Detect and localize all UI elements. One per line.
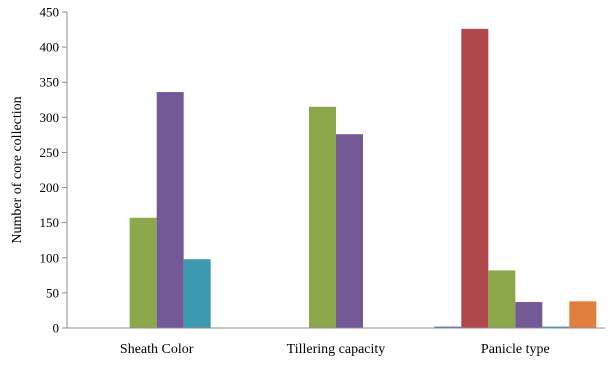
- y-tick-label: 450: [40, 5, 60, 20]
- bar-panicle-type-series-3: [488, 270, 516, 328]
- bar-panicle-type-series-6: [569, 301, 597, 328]
- y-axis-ticks: 0 50 100 150 200 250 300 350 400 450: [40, 5, 67, 336]
- x-category-label: Tillering capacity: [287, 342, 386, 357]
- bar-panicle-type-series-4: [515, 302, 543, 328]
- y-tick-label: 300: [40, 110, 60, 125]
- bar-sheath-color-series-4: [156, 92, 184, 328]
- x-category-label: Sheath Color: [120, 342, 194, 357]
- y-tick-label: 50: [46, 285, 59, 300]
- bar-panicle-type-series-1: [434, 326, 462, 328]
- bar-sheath-color-series-5: [183, 259, 211, 328]
- y-tick-label: 150: [40, 215, 60, 230]
- bar-panicle-type-series-2: [461, 28, 489, 328]
- bar-tillering-capacity-series-3: [309, 106, 336, 328]
- y-tick-label: 0: [53, 321, 60, 336]
- y-tick-label: 250: [40, 145, 60, 160]
- bar-sheath-color-series-3: [129, 217, 157, 328]
- y-axis-title: Number of core collection: [10, 96, 25, 243]
- x-axis-labels: Sheath Color Tillering capacity Panicle ty…: [120, 342, 550, 357]
- y-tick-label: 200: [40, 180, 60, 195]
- y-tick-label: 350: [40, 75, 60, 90]
- bar-tillering-capacity-series-4: [336, 134, 363, 328]
- bar-marks: [129, 28, 597, 328]
- y-tick-label: 400: [40, 40, 60, 55]
- bar-panicle-type-series-5: [542, 326, 570, 328]
- x-category-label: Panicle type: [481, 342, 550, 357]
- y-tick-label: 100: [40, 250, 60, 265]
